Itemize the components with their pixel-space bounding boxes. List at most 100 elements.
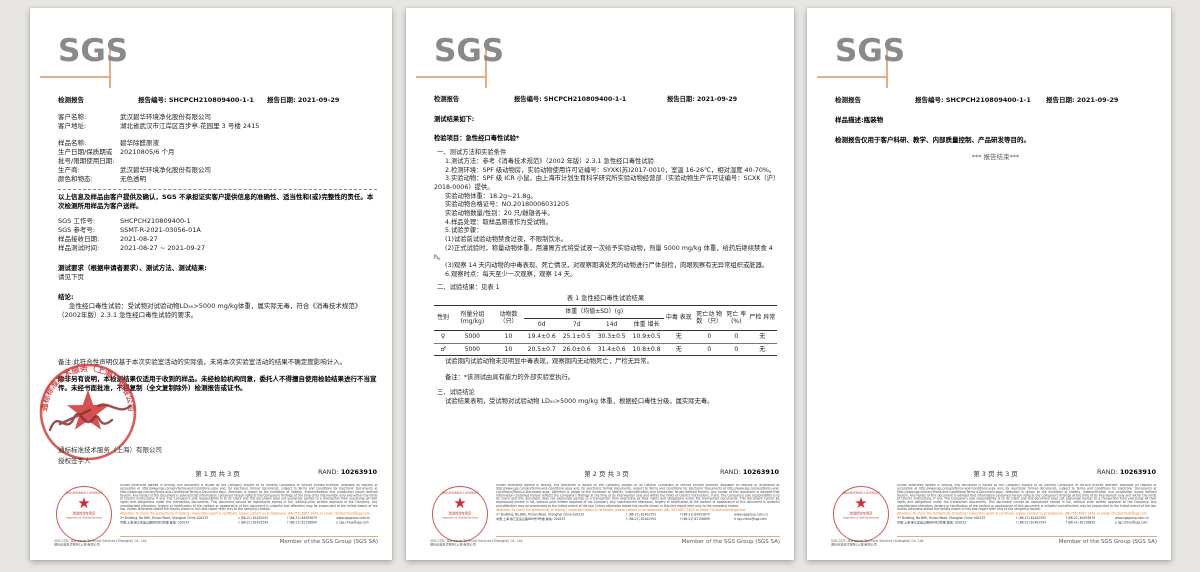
authorized-signer-line: 授权签字人 (58, 457, 91, 465)
field-value: 武汉碧华环境净化股份有限公司 (120, 113, 211, 121)
table-cell: 无 (675, 345, 682, 353)
fax: f (86-21) 64953679 (1065, 516, 1096, 521)
inspection-seal-stamp: 通标标准技术服务(上海)有限公司 ★ 检验检测专用章 Inspection & … (833, 486, 889, 542)
field-customer-name: 客户名称: 武汉碧华环境净化股份有限公司 (58, 113, 377, 122)
star-icon: ★ (854, 494, 868, 512)
fax: f (86-21) 61156899 (1065, 521, 1096, 525)
footer-company-cn: 通标标准技术服务(上海)有限公司 (831, 542, 877, 547)
table-cell: 5000 (452, 330, 493, 344)
report-purpose: 检测报告仅用于客户科研、教学、内部质量控制、产品研发等目的。 (835, 136, 1030, 144)
method-item: 4.样品处理：取样品原液作为受试物。 (445, 218, 552, 226)
field-label: 样品测试时间: (58, 244, 100, 252)
footer-divider (120, 536, 378, 537)
table-cell: 25.1±0.5 (559, 330, 595, 344)
footer-company-en: SGS-CSTC Standards Technical Services (S… (430, 539, 524, 544)
field-value: 湖北省武汉市江岸区百步亭.花园里 3 号楼 2415 (120, 122, 260, 130)
method-item: (3)观察 14 天内动物的中毒表现、死亡情况，对观察期满处死的动物进行尸体剖检… (445, 262, 769, 270)
address-cn: 中国·上海·徐汇区宜山路889号3号楼 邮编: 200233 (120, 521, 190, 525)
sgs-logo: SGS (406, 28, 546, 88)
rand-value: 10263910 (742, 468, 779, 476)
field-value: SHCPCH210809400-1 (120, 217, 191, 225)
field-manufacturer: 生产商: 武汉碧华环境净化股份有限公司 (58, 166, 377, 175)
footer-address-row: 3ʳᵈ Building, No.889, Yishan Road, Shang… (496, 514, 780, 517)
footer-address-row: 中国·上海·徐汇区宜山路889号3号楼 邮编: 200233 t (86-21)… (496, 518, 780, 521)
footer-text-block: Unless otherwise agreed in writing, this… (120, 484, 378, 563)
table-cell: 10.9±0.5 (629, 330, 665, 344)
field-sample-received: 样品接收日期: 2021-08-27 (58, 235, 377, 244)
footer-disclaimer: Unless otherwise agreed in writing, this… (897, 484, 1157, 512)
inspection-seal-stamp: 通标标准技术服务(上海)有限公司 ★ 检验检测专用章 Inspection & … (432, 486, 488, 542)
toxicity-results-table: 性别 剂量分组 (mg/kg) 动物数 （只） 体重（均值±SD）(g) 中毒 … (434, 305, 777, 357)
logo-crosshair-horizontal (416, 76, 486, 78)
column-header: 尸检 异常 (747, 305, 777, 332)
page-number: 第 3 页 共 3 页 (973, 470, 1018, 478)
table-cell: 0 (734, 345, 739, 353)
table-cell: 20.5±0.7 (527, 345, 556, 353)
column-header: 动物数 （只） (492, 305, 525, 332)
conclusion-heading: 结论: (58, 293, 74, 301)
table-cell: 10 (492, 330, 525, 344)
rand-value: 10263910 (1119, 468, 1156, 476)
footer-company-en: SGS-CSTC Standards Technical Services (S… (54, 539, 148, 544)
table-cell: ♀ (434, 330, 453, 344)
report-date: 报告日期: 2021-09-29 (667, 96, 738, 103)
rand-code: RAND: 10263910 (1097, 468, 1156, 476)
field-value: 武汉碧华环境净化股份有限公司 (120, 166, 211, 174)
email: e sgs.china@sgs.com (1115, 521, 1148, 525)
field-test-period: 样品测试时间: 2021-08-27 ~ 2021-09-27 (58, 244, 377, 253)
footer-company-cn: 通标标准技术服务(上海)有限公司 (54, 542, 100, 547)
logo-crosshair-vertical (485, 40, 487, 88)
field-value: 无色透明 (120, 175, 146, 183)
column-header: 死亡动 物数 （只） (693, 305, 726, 332)
table-row: ♀ 5000 10 19.4±0.6 25.1±0.5 30.3±0.5 10.… (434, 330, 777, 344)
results-heading: 测试结果如下: (434, 115, 475, 123)
field-value: 碧华除醛原液 (120, 139, 159, 147)
footer-company-lines: SGS-CSTC Standards Technical Services (S… (54, 539, 148, 547)
method-item: (2)正式试验时，称量动物体重，用灌胃方式将受试液一次给予实验动物，剂量 500… (434, 244, 773, 261)
report-date: 报告日期: 2021-09-29 (1046, 96, 1119, 104)
sgs-logo-text: SGS (835, 33, 906, 69)
column-header: 0d (524, 318, 560, 332)
method-item: 实验动物数量/性别：20 只/雌雄各半。 (445, 210, 554, 218)
footer-attention-line: Attention: To check the authenticity of … (897, 512, 1147, 516)
logo-crosshair-vertical (886, 40, 888, 88)
report-number: 报告编号: SHCPCH210809400-1-1 (514, 96, 627, 103)
table-cell: 无 (664, 330, 694, 344)
seal-arc-text: 通标标准技术服务(上海)有限公司 (441, 491, 479, 495)
post-table-note: 试验期内试验动物未见明显中毒表现，观察期内无动物死亡，尸检无异常。 (445, 358, 653, 366)
seal-arc-text: 通标标准技术服务(上海)有限公司 (842, 491, 880, 495)
column-group-header: 体重（均值±SD）(g) (524, 305, 665, 319)
results-section-title: 二、试验结果：见表 1 (437, 283, 500, 291)
method-item: (1)试验前试验动物禁食过夜，不限制饮水。 (445, 236, 568, 244)
table-cell: 10.8±0.8 (632, 345, 661, 353)
phone: t (86-21) 61402594 (1016, 521, 1046, 525)
sgs-logo: SGS (30, 28, 170, 88)
sgs-member-line: Member of the SGS Group (SGS SA) (1058, 539, 1157, 545)
field-label: 样品名称: (58, 139, 87, 147)
conclusion-text: 试验结果表明，受试物对试验动物 LD₅₀>5000 mg/kg 体重，根据经口毒… (445, 398, 714, 406)
footer-company-lines: SGS-CSTC Standards Technical Services (S… (831, 540, 924, 547)
phone: t (86-21) 61402594 (626, 517, 656, 522)
see-next-page: 请见下页 (58, 273, 84, 281)
column-header: 7d (559, 318, 595, 332)
field-label-line2: 批号/限期使用日期: (58, 157, 115, 165)
footer-company-cn: 通标标准技术服务(上海)有限公司 (430, 542, 476, 547)
table-row: ♂ 5000 10 20.5±0.7 26.0±0.6 31.4±0.6 10.… (434, 343, 777, 356)
field-label: 样品接收日期: (58, 235, 100, 243)
sgs-logo-text: SGS (434, 33, 505, 69)
sgs-member-line: Member of the SGS Group (SGS SA) (279, 539, 378, 545)
report-header-row: 检测报告 报告编号: SHCPCH210809400-1-1 报告日期: 202… (434, 96, 777, 105)
inspection-seal-stamp: 通标标准技术服务(上海)有限公司 ★ 检验检测专用章 Inspection & … (56, 486, 112, 542)
logo-crosshair-horizontal (817, 76, 887, 78)
address-cn: 中国·上海·徐汇区宜山路889号3号楼 邮编: 200233 (496, 517, 566, 522)
logo-crosshair-vertical (109, 40, 111, 88)
footer-text-block: Unless otherwise agreed in writing, this… (496, 484, 780, 556)
issuing-company-line: 通标标准技术服务（上海）有限公司 (58, 446, 162, 454)
phone: t (86-21) 61402553 (238, 516, 269, 521)
footer-address-row: 中国·上海·徐汇区宜山路889号3号楼 邮编: 200233 t (86-21)… (120, 521, 378, 524)
field-production-date: 生产日期/保质期或 批号/限期使用日期: 20210805/6 个月 (58, 148, 377, 166)
seal-text-cn: 检验检测专用章 (849, 511, 873, 516)
report-number: 报告编号: SHCPCH210809400-1-1 (915, 96, 1031, 104)
footer-address-row: 3ʳᵈ Building, No.889, Yishan Road, Shang… (120, 517, 378, 520)
